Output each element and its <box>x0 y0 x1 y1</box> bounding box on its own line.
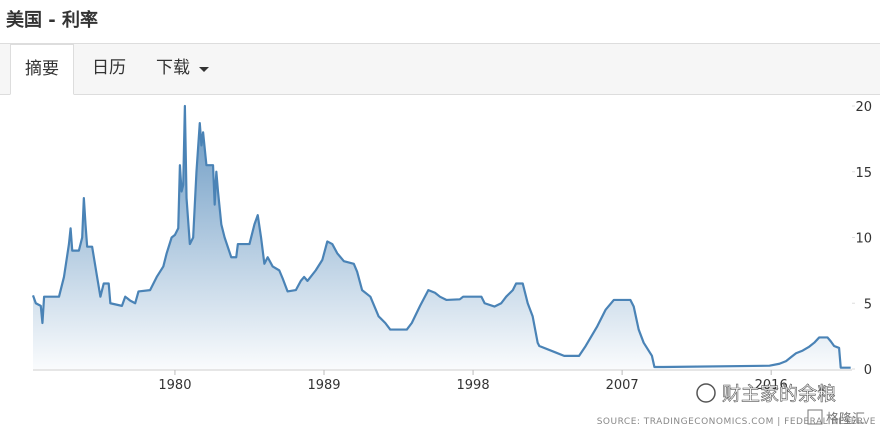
tab[interactable]: 摘要 <box>10 44 74 95</box>
watermark-brand: 格隆汇 <box>826 411 865 427</box>
dropdown-caret <box>199 67 209 72</box>
tab-bar: 摘要 日历 下载 <box>0 44 880 95</box>
y-tick-label: 20 <box>855 100 872 115</box>
y-tick-label: 0 <box>864 363 872 378</box>
page-title: 美国 - 利率 <box>6 10 99 31</box>
x-tick-label: 1989 <box>307 378 340 393</box>
area <box>33 106 851 369</box>
x-tick-label: 1980 <box>158 378 191 393</box>
x-tick-label: 2016 <box>755 378 788 393</box>
y-tick-label: 10 <box>855 232 872 247</box>
y-tick-label: 5 <box>864 297 872 312</box>
header: 美国 - 利率 <box>0 0 880 44</box>
x-tick-label: 2007 <box>606 378 639 393</box>
tab[interactable]: 下载 <box>142 44 224 94</box>
line <box>31 104 851 369</box>
x-tick-label: 1998 <box>457 378 490 393</box>
tab[interactable]: 日历 <box>92 58 126 78</box>
source: SOURCE: TRADINGECONOMICS.COM | FEDERAL R… <box>597 417 876 427</box>
tab-label: 下载 <box>156 58 190 78</box>
y-tick-label: 15 <box>855 166 872 181</box>
watermark: 财主家的余粮 <box>722 383 836 405</box>
